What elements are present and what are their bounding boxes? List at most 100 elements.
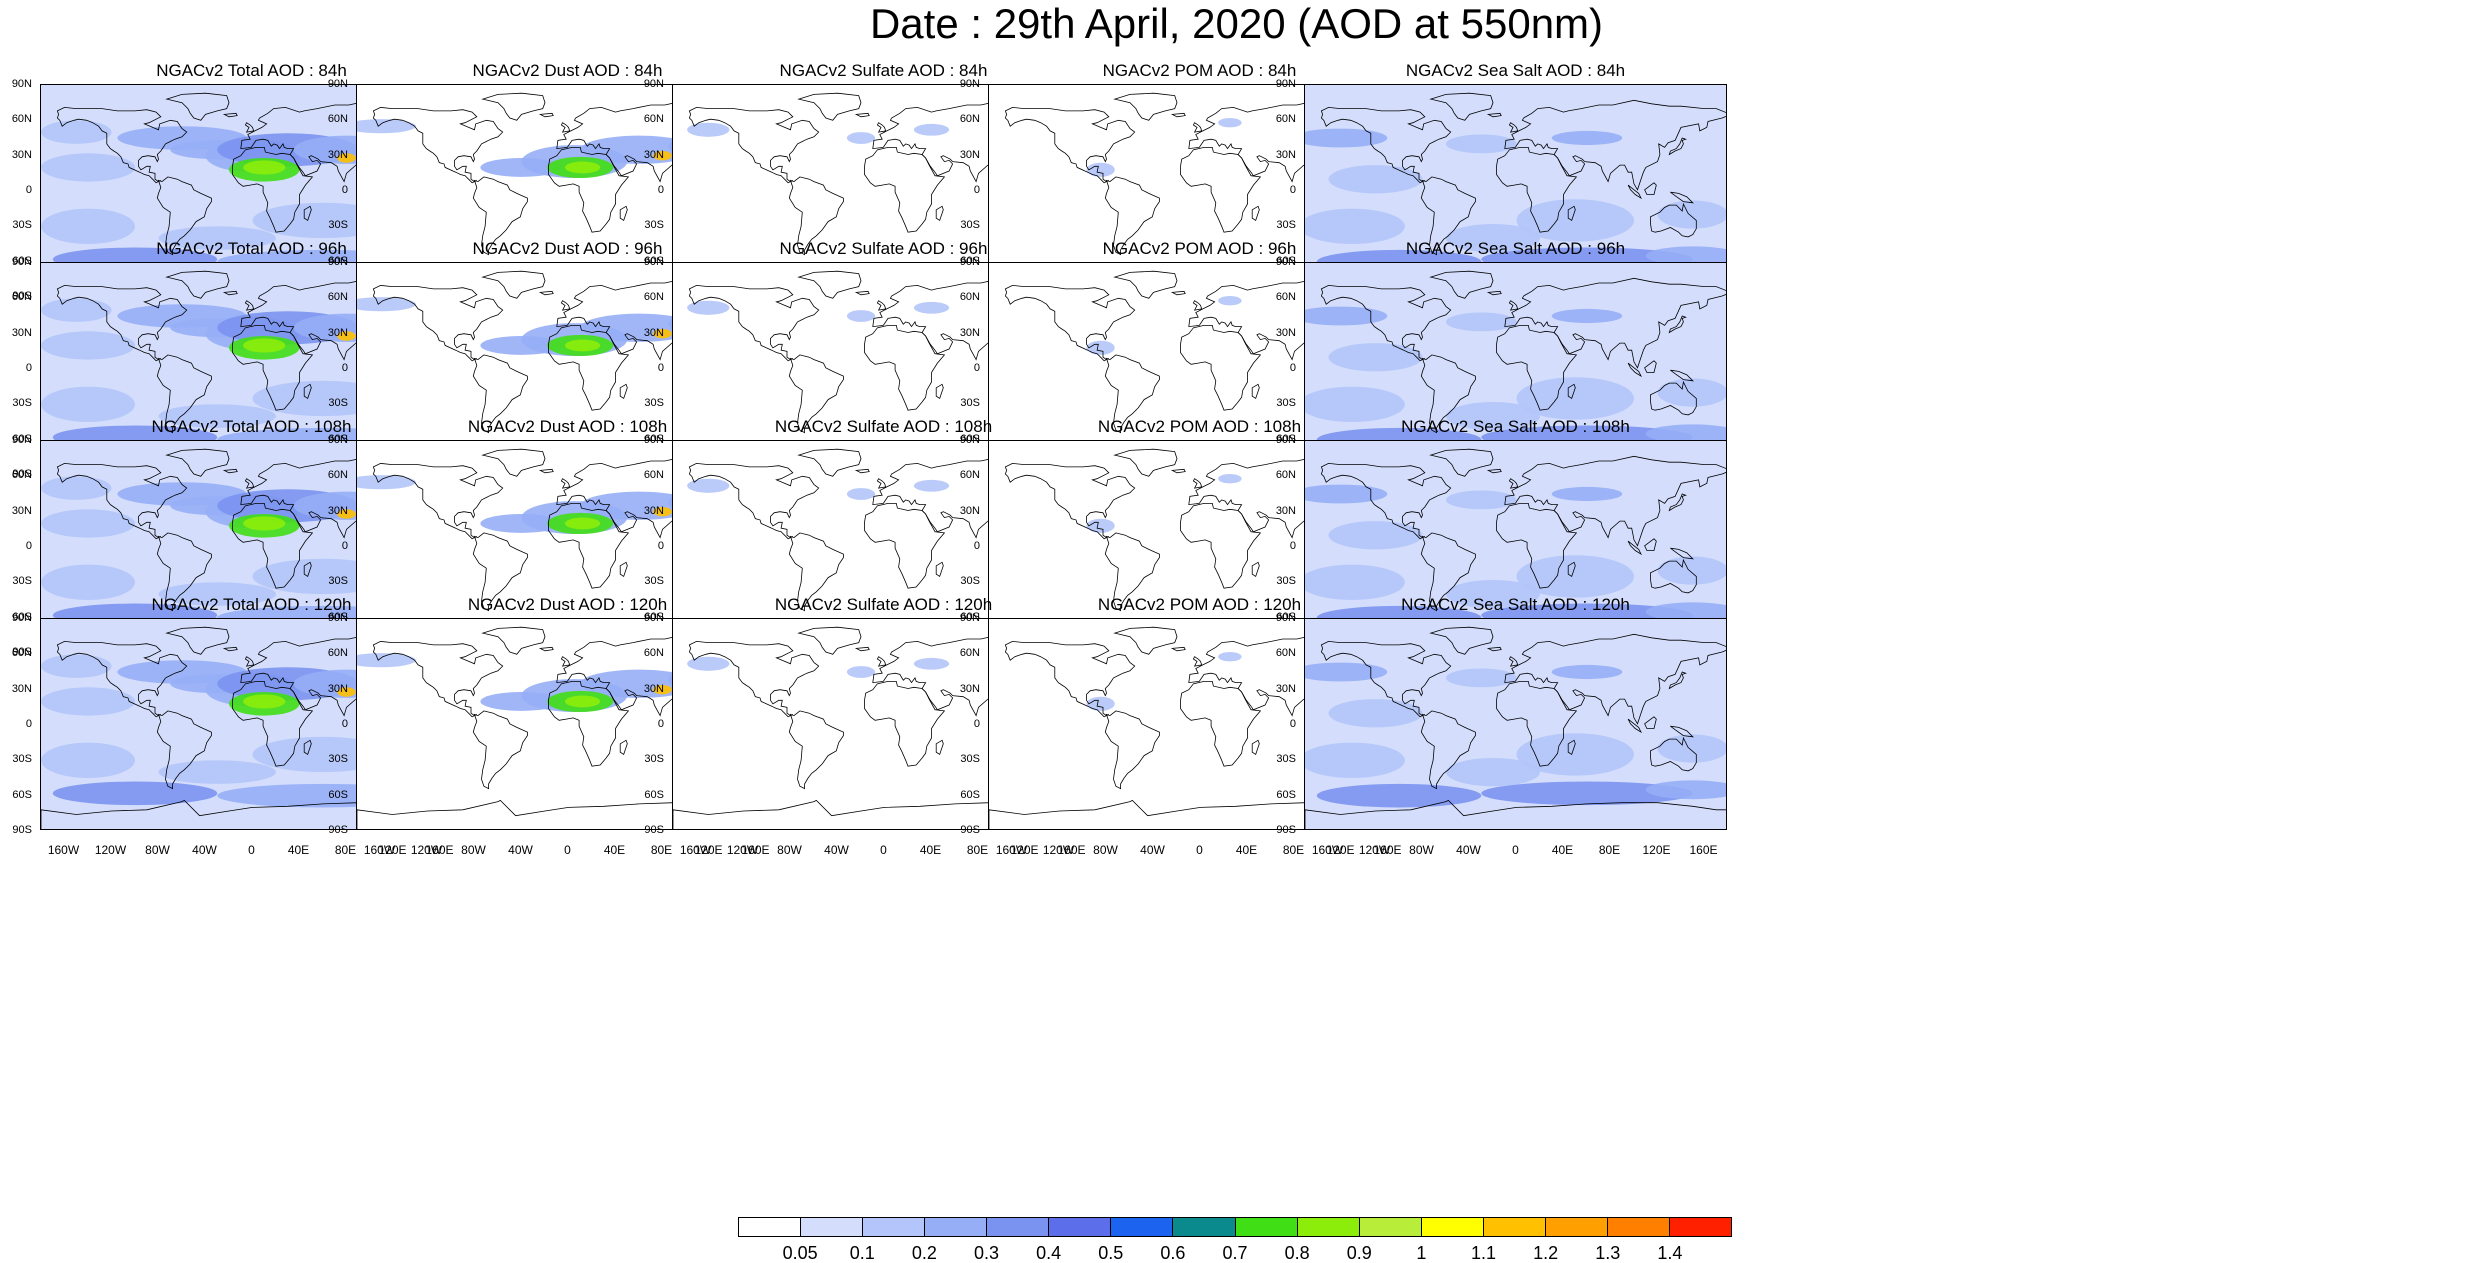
coastline — [481, 92, 546, 121]
coastline — [41, 799, 462, 829]
coastline — [1320, 462, 1452, 540]
aod-plume — [1328, 521, 1423, 550]
coastline — [1670, 191, 1694, 204]
coastline — [472, 532, 528, 612]
coastline — [244, 478, 255, 489]
lat-tick-label: 0 — [341, 184, 348, 196]
coastline — [1170, 290, 1186, 296]
panel-title: NGACv2 Total AOD : 120h — [151, 595, 352, 614]
aod-plume — [1305, 564, 1405, 600]
aod-plume — [913, 301, 950, 314]
aod-plume — [41, 386, 135, 422]
coastline — [797, 270, 862, 299]
aod-plume — [41, 687, 135, 716]
colorbar-swatch — [1173, 1218, 1236, 1236]
aod-plume — [1305, 128, 1388, 148]
colorbar-tick-label: 0.4 — [1036, 1243, 1062, 1263]
colorbar-swatch — [987, 1218, 1050, 1236]
lat-tick-label: 90S — [12, 646, 32, 658]
aod-plume — [653, 328, 672, 339]
lon-tick-label: 160E — [1689, 843, 1718, 857]
lat-tick-label: 0 — [973, 718, 980, 730]
aod-plume — [1645, 424, 1726, 444]
aod-plume — [1305, 742, 1405, 778]
panel-title: NGACv2 POM AOD : 96h — [1102, 239, 1297, 258]
coastline — [481, 448, 546, 477]
coastline — [619, 205, 628, 222]
coastline — [1567, 383, 1576, 400]
lon-tick-label: 0 — [248, 843, 255, 857]
lat-tick-label: 30N — [643, 504, 664, 517]
lat-tick-label: 60N — [959, 647, 980, 660]
coastline — [1627, 184, 1642, 200]
lat-tick-label: 90N — [1275, 612, 1296, 624]
colorbar-swatch — [1607, 1218, 1670, 1236]
colorbar-boxes — [738, 1217, 1732, 1237]
coastline — [1644, 360, 1657, 373]
aod-plume — [337, 331, 356, 341]
lat-tick-label: 0 — [973, 184, 980, 196]
lat-tick-label: 30S — [328, 575, 348, 588]
coastline — [1429, 92, 1494, 121]
lat-tick-label: 30N — [959, 326, 980, 339]
coastline — [688, 640, 820, 718]
lat-tick-label: 0 — [657, 362, 664, 374]
aod-plume — [1328, 343, 1423, 372]
lon-tick-label: 120W — [94, 843, 127, 857]
panel-title: NGACv2 Sea Salt AOD : 84h — [1405, 61, 1626, 80]
aod-plume — [1657, 378, 1726, 407]
coastline — [1650, 380, 1697, 416]
map-panel-seasalt-84h: NGACv2 Sea Salt AOD : 84h 90N 60N 30N 0 30S 60… — [1264, 60, 1734, 323]
coastline — [876, 300, 887, 311]
coastline — [1627, 718, 1642, 734]
coastline — [619, 383, 628, 400]
lat-tick-label: 60N — [1275, 647, 1296, 660]
coastline — [1486, 468, 1502, 474]
coastline — [548, 147, 630, 233]
lat-tick-label: 60N — [1275, 469, 1296, 482]
aod-plume — [243, 338, 286, 353]
aod-plume — [357, 297, 416, 312]
coastline — [1668, 137, 1687, 156]
lat-tick-label: 30S — [960, 397, 980, 410]
coastline — [1496, 325, 1578, 411]
panel-title: NGACv2 Dust AOD : 84h — [472, 61, 663, 80]
lat-tick-label: 30N — [11, 326, 32, 339]
lat-tick-label: 30N — [959, 504, 980, 517]
coastline — [1251, 739, 1260, 756]
aod-plume — [243, 160, 286, 175]
coastline — [1504, 455, 1726, 547]
lat-tick-label: 30N — [1275, 326, 1296, 339]
lat-tick-label: 60N — [11, 113, 32, 126]
lat-tick-label: 30S — [644, 753, 664, 766]
lat-tick-label: 30S — [960, 753, 980, 766]
coastline — [797, 448, 862, 477]
map-plot-area — [1304, 84, 1727, 296]
coastline — [1508, 300, 1519, 311]
aod-plume — [1551, 486, 1623, 502]
coastline — [688, 462, 820, 540]
aod-plume — [1645, 602, 1726, 622]
coastline — [854, 468, 870, 474]
lat-tick-label: 60N — [643, 113, 664, 126]
lat-tick-label: 60N — [11, 647, 32, 660]
lat-tick-label: 60N — [327, 291, 348, 304]
lat-tick-label: 0 — [657, 184, 664, 196]
aod-plume — [1305, 484, 1388, 504]
coastline — [935, 383, 944, 400]
aod-plume — [687, 478, 730, 493]
panel-title: NGACv2 POM AOD : 84h — [1102, 61, 1297, 80]
aod-plume — [243, 516, 286, 531]
lat-tick-label: 30S — [960, 219, 980, 232]
coastline — [1004, 106, 1136, 184]
lon-tick-label: 0 — [1196, 843, 1203, 857]
coastline — [1104, 354, 1160, 434]
panel-title: NGACv2 POM AOD : 108h — [1097, 417, 1302, 436]
aod-plume — [243, 694, 286, 709]
lat-tick-label: 30N — [327, 682, 348, 695]
lat-tick-label: 90N — [959, 78, 980, 90]
coastline — [548, 503, 630, 589]
lat-tick-label: 60N — [327, 647, 348, 660]
coastline — [1668, 671, 1687, 690]
coastline — [165, 626, 230, 655]
